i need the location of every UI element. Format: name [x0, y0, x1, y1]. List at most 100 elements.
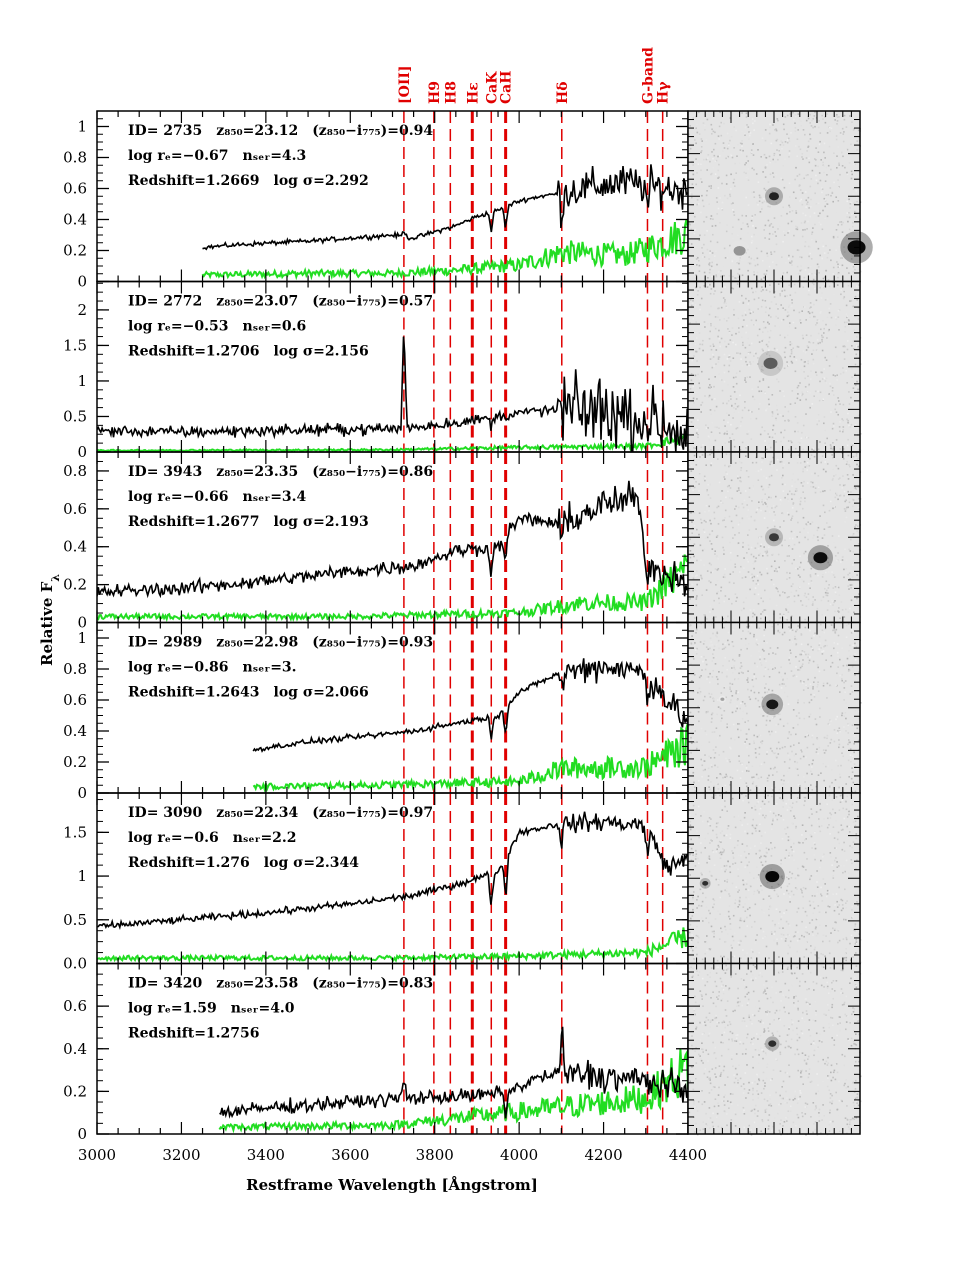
- thumbnail-noise: [849, 115, 851, 117]
- thumbnail-noise: [703, 243, 705, 246]
- thumbnail-noise: [753, 574, 755, 577]
- thumbnail-noise: [840, 133, 842, 136]
- y-tick-label: 0.4: [63, 538, 87, 556]
- thumbnail-noise: [704, 730, 707, 732]
- thumbnail-noise: [832, 425, 835, 427]
- thumbnail-noise: [794, 817, 796, 819]
- thumbnail-noise: [692, 402, 694, 404]
- thumbnail-noise: [816, 881, 818, 883]
- thumbnail-noise: [856, 530, 858, 533]
- thumbnail-noise: [736, 405, 739, 408]
- panel-redshift-line: Redshift=1.2756: [128, 1026, 260, 1042]
- thumbnail-noise: [787, 703, 790, 705]
- thumbnail-noise: [814, 599, 816, 601]
- thumbnail-noise: [693, 232, 696, 235]
- thumbnail-noise: [808, 701, 811, 704]
- thumbnail-noise: [706, 678, 708, 680]
- thumbnail-noise: [711, 624, 713, 626]
- thumbnail-noise: [770, 301, 773, 303]
- thumbnail-noise: [696, 570, 698, 572]
- thumbnail-noise: [780, 440, 782, 443]
- thumbnail-noise: [831, 427, 834, 430]
- thumbnail-noise: [843, 114, 846, 117]
- thumbnail-noise: [853, 128, 855, 130]
- thumbnail-noise: [752, 685, 755, 688]
- thumbnail-noise: [841, 559, 844, 561]
- thumbnail-noise: [761, 208, 763, 210]
- thumbnail-noise: [839, 477, 841, 479]
- thumbnail-noise: [748, 496, 751, 498]
- thumbnail-noise: [827, 330, 830, 332]
- panel-info-field: ID= 2735: [128, 123, 202, 139]
- thumbnail-noise: [835, 628, 838, 631]
- thumbnail-noise: [752, 555, 755, 558]
- thumbnail-noise: [846, 348, 849, 351]
- thumbnail-noise: [776, 771, 778, 773]
- thumbnail-noise: [704, 668, 707, 671]
- thumbnail-noise: [738, 655, 741, 657]
- thumbnail-noise: [843, 321, 846, 324]
- thumbnail-noise: [706, 118, 709, 121]
- thumbnail-noise: [788, 325, 791, 328]
- thumbnail-noise: [790, 352, 793, 355]
- thumbnail-noise: [803, 306, 806, 308]
- thumbnail-noise: [688, 449, 691, 451]
- thumbnail-noise: [841, 165, 844, 167]
- thumbnail-noise: [777, 741, 780, 744]
- thumbnail-noise: [718, 138, 720, 140]
- thumbnail-noise: [847, 723, 849, 725]
- thumbnail-noise: [737, 875, 740, 877]
- thumbnail-noise: [801, 665, 803, 668]
- thumbnail-noise: [718, 329, 720, 332]
- thumbnail-noise: [776, 138, 779, 141]
- thumbnail-noise: [747, 262, 750, 264]
- thumbnail-noise: [771, 554, 774, 556]
- thumbnail-noise: [710, 641, 712, 643]
- thumbnail-noise: [779, 503, 782, 505]
- thumbnail-noise: [837, 478, 840, 480]
- thumbnail-noise: [704, 537, 707, 539]
- thumbnail-noise: [803, 361, 806, 363]
- thumbnail-noise: [844, 619, 846, 622]
- thumbnail-noise: [732, 658, 734, 661]
- thumbnail-noise: [795, 715, 798, 717]
- thumbnail-noise: [732, 357, 735, 359]
- thumbnail-noise: [778, 326, 781, 328]
- thumbnail-noise: [814, 164, 817, 167]
- thumbnail-noise: [769, 461, 772, 463]
- thumbnail-noise: [755, 290, 757, 293]
- thumbnail-noise: [846, 212, 849, 214]
- thumbnail-noise: [824, 628, 827, 630]
- thumbnail-noise: [836, 494, 838, 497]
- thumbnail-noise: [790, 441, 793, 444]
- thumbnail-noise: [846, 171, 848, 174]
- thumbnail-noise: [800, 222, 803, 224]
- thumbnail-noise: [840, 221, 843, 223]
- thumbnail-noise: [858, 671, 860, 673]
- thumbnail-noise: [842, 484, 845, 487]
- thumbnail-noise: [856, 140, 859, 142]
- thumbnail-noise: [765, 477, 768, 479]
- thumbnail-noise: [843, 296, 846, 298]
- thumbnail-noise: [704, 395, 706, 397]
- thumbnail-noise: [839, 430, 841, 433]
- thumbnail-noise: [829, 742, 832, 744]
- thumbnail-noise: [805, 206, 807, 208]
- thumbnail-noise: [748, 761, 750, 764]
- thumbnail-noise: [705, 504, 708, 507]
- thumbnail-noise: [746, 124, 748, 126]
- thumbnail-noise: [786, 555, 789, 557]
- thumbnail-noise: [831, 479, 834, 481]
- thumbnail-noise: [758, 734, 761, 736]
- thumbnail-noise: [808, 289, 810, 292]
- thumbnail-noise: [724, 646, 727, 649]
- thumbnail-noise: [842, 614, 844, 616]
- thumbnail-noise: [814, 274, 816, 276]
- thumbnail-noise: [737, 487, 740, 489]
- thumbnail-noise: [698, 862, 700, 865]
- thumbnail-noise: [804, 241, 807, 243]
- thumbnail-noise: [716, 848, 718, 851]
- thumbnail-noise: [801, 203, 804, 206]
- thumbnail-noise: [799, 200, 801, 202]
